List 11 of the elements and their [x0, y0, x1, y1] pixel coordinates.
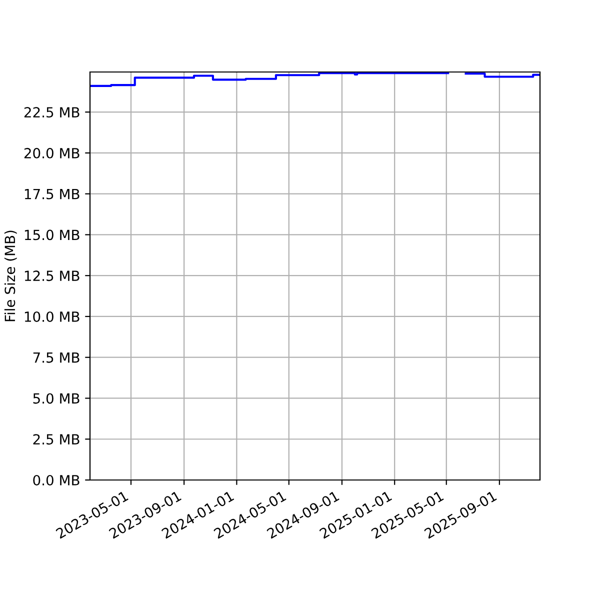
y-tick-label: 7.5 MB	[33, 352, 80, 363]
y-tick-label: 17.5 MB	[24, 188, 80, 200]
y-tick-label: 22.5 MB	[24, 107, 80, 118]
y-tick-label: 20.0 MB	[24, 148, 80, 158]
y-tick-label: 0.0 MB	[33, 474, 80, 486]
y-axis-title: File Size (MB)	[4, 230, 17, 322]
y-tick-label: 5.0 MB	[33, 393, 80, 404]
y-tick-label: 15.0 MB	[24, 230, 80, 240]
y-tick-label: 12.5 MB	[24, 270, 80, 282]
y-tick-label: 10.0 MB	[24, 311, 80, 322]
y-tick-label: 2.5 MB	[33, 434, 80, 445]
